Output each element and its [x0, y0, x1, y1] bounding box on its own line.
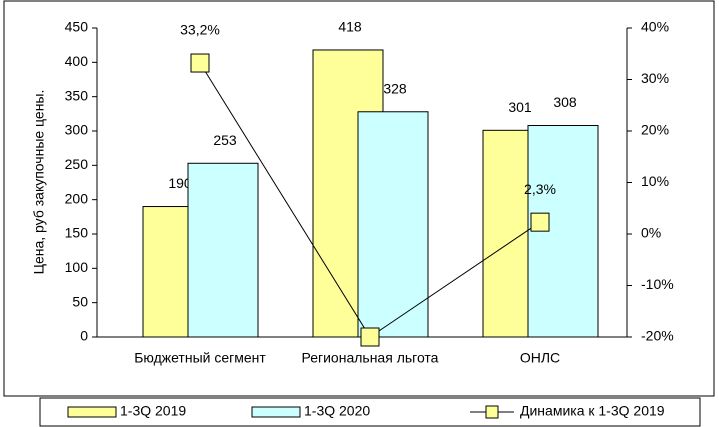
x-tick-label: Региональная льгота — [302, 350, 439, 366]
y-tick-label: 400 — [65, 53, 89, 69]
y2-tick-label: 10% — [641, 173, 669, 189]
y-tick-label: 350 — [65, 87, 89, 103]
y-tick-label: 0 — [80, 328, 88, 344]
line-marker — [360, 327, 380, 347]
bar-value-label: 253 — [213, 132, 237, 148]
y-tick-label: 450 — [65, 19, 89, 35]
legend-frame — [39, 397, 701, 427]
legend-label: 1-3Q 2019 — [120, 403, 186, 419]
y-axis-label: Цена, руб закупочные цены. — [31, 90, 47, 275]
line-marker — [190, 53, 210, 73]
bar-value-label: 301 — [508, 99, 532, 115]
y-tick-label: 150 — [65, 225, 89, 241]
y-tick-label: 100 — [65, 259, 89, 275]
y2-tick-label: 30% — [641, 70, 669, 86]
y2-tick-label: 40% — [641, 19, 669, 35]
line-value-label: 33,2% — [180, 22, 220, 38]
x-tick-label: ОНЛС — [520, 350, 560, 366]
y-tick-label: 250 — [65, 156, 89, 172]
y-tick-label: 300 — [65, 122, 89, 138]
bar — [187, 162, 259, 338]
line-marker — [530, 212, 550, 232]
bar-value-label: 308 — [553, 94, 577, 110]
legend-marker — [485, 405, 499, 419]
y2-tick-label: -20% — [641, 328, 674, 344]
x-tick-label: Бюджетный сегмент — [134, 350, 266, 366]
y-tick-label: 50 — [72, 293, 88, 309]
bar-value-label: 328 — [383, 80, 407, 96]
y-tick-label: 200 — [65, 190, 89, 206]
legend-swatch — [67, 406, 117, 418]
y2-tick-label: -10% — [641, 276, 674, 292]
line-value-label: 2,3% — [524, 181, 556, 197]
bar-value-label: 418 — [338, 19, 362, 35]
bar — [357, 111, 429, 338]
bar-value-label: 190 — [168, 175, 192, 191]
legend-label: Динамика к 1-3Q 2019 — [520, 403, 665, 419]
legend-swatch — [251, 406, 301, 418]
y2-tick-label: 20% — [641, 122, 669, 138]
y2-tick-label: 0% — [641, 225, 661, 241]
legend-label: 1-3Q 2020 — [304, 403, 370, 419]
